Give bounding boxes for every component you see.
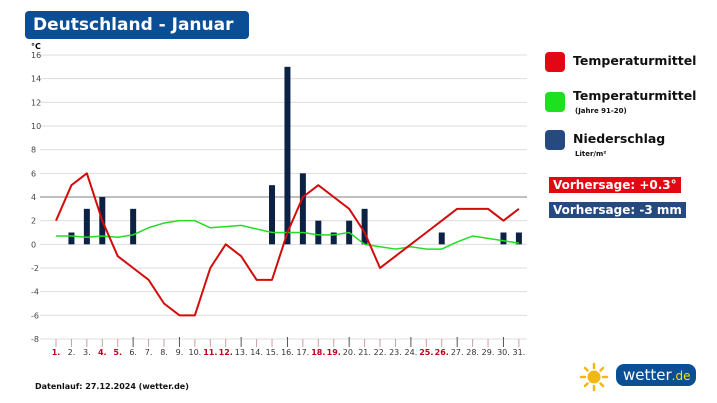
- page-title: Deutschland - Januar: [25, 11, 249, 39]
- x-tick-label: 7.: [145, 348, 153, 357]
- y-tick-label: 8: [31, 146, 36, 155]
- x-tick-label: 31.: [513, 348, 526, 357]
- x-tick-label: 26.: [435, 348, 449, 357]
- x-tick-label: 19.: [327, 348, 341, 357]
- x-tick-label: 27.: [451, 348, 464, 357]
- datenlauf-note: Datenlauf: 27.12.2024 (wetter.de): [35, 382, 189, 391]
- precip-bar: [299, 173, 306, 245]
- precip-bar: [83, 208, 90, 245]
- x-tick-label: 17.: [297, 348, 310, 357]
- x-tick-label: 13.: [235, 348, 248, 357]
- legend-swatch-green: [545, 92, 565, 112]
- legend-label: Temperaturmittel: [573, 53, 697, 68]
- x-tick-label: 16.: [281, 348, 294, 357]
- y-tick-label: 6: [31, 169, 36, 178]
- x-tick-label: 23.: [389, 348, 402, 357]
- x-tick-label: 24.: [405, 348, 418, 357]
- precip-bar: [500, 232, 507, 245]
- x-tick-label: 9.: [176, 348, 184, 357]
- y-tick-label: 10: [31, 122, 41, 131]
- temperature-line: [55, 172, 520, 317]
- y-tick-label: 2: [31, 217, 36, 226]
- y-tick-label: 16: [31, 51, 41, 60]
- precip-bar: [438, 232, 445, 245]
- x-tick-label: 4.: [98, 348, 107, 357]
- logo-wordmark: wetter.de: [616, 364, 696, 386]
- precip-bar: [515, 232, 522, 245]
- legend-sublabel: (Jahre 91-20): [575, 107, 627, 115]
- precip-bar: [269, 185, 276, 245]
- legend-swatch-blue: [545, 130, 565, 150]
- x-tick-label: 5.: [113, 348, 122, 357]
- precip-bar: [330, 232, 337, 245]
- y-tick-label: -2: [31, 264, 39, 273]
- legend-swatch-red: [545, 52, 565, 72]
- y-tick-label: 0: [31, 240, 36, 249]
- y-tick-label: 12: [31, 98, 41, 107]
- precip-bar: [68, 232, 75, 245]
- x-tick-label: 21.: [358, 348, 371, 357]
- precip-bar: [315, 220, 322, 245]
- x-tick-label: 3.: [83, 348, 91, 357]
- x-tick-label: 8.: [160, 348, 168, 357]
- x-tick-label: 30.: [497, 348, 510, 357]
- x-tick-label: 2.: [68, 348, 76, 357]
- y-tick-label: -8: [31, 335, 39, 344]
- precip-bar: [130, 208, 137, 245]
- y-axis-unit: °C: [31, 42, 41, 51]
- x-tick-label: 14.: [250, 348, 263, 357]
- x-tick-label: 25.: [419, 348, 433, 357]
- x-tick-label: 15.: [266, 348, 279, 357]
- x-tick-label: 10.: [189, 348, 202, 357]
- x-tick-label: 18.: [311, 348, 325, 357]
- x-tick-label: 22.: [374, 348, 387, 357]
- x-tick-label: 28.: [466, 348, 479, 357]
- legend-label: Temperaturmittel: [573, 88, 697, 103]
- legend-sublabel: Liter/m²: [575, 150, 607, 158]
- y-tick-label: -4: [31, 288, 39, 297]
- y-tick-label: 4: [31, 193, 36, 202]
- forecast-precip-badge: Vorhersage: -3 mm: [549, 202, 686, 218]
- x-tick-label: 6.: [129, 348, 137, 357]
- y-tick-label: -6: [31, 311, 39, 320]
- x-tick-label: 29.: [482, 348, 495, 357]
- sun-icon: [579, 362, 609, 392]
- x-tick-label: 11.: [203, 348, 217, 357]
- precip-bar: [361, 208, 368, 245]
- x-tick-label: 20.: [343, 348, 356, 357]
- x-tick-label: 12.: [219, 348, 233, 357]
- forecast-temp-badge: Vorhersage: +0.3°: [549, 177, 681, 193]
- legend-label: Niederschlag: [573, 131, 666, 146]
- y-tick-label: 14: [31, 75, 41, 84]
- x-tick-label: 1.: [52, 348, 61, 357]
- precip-bar: [284, 66, 291, 245]
